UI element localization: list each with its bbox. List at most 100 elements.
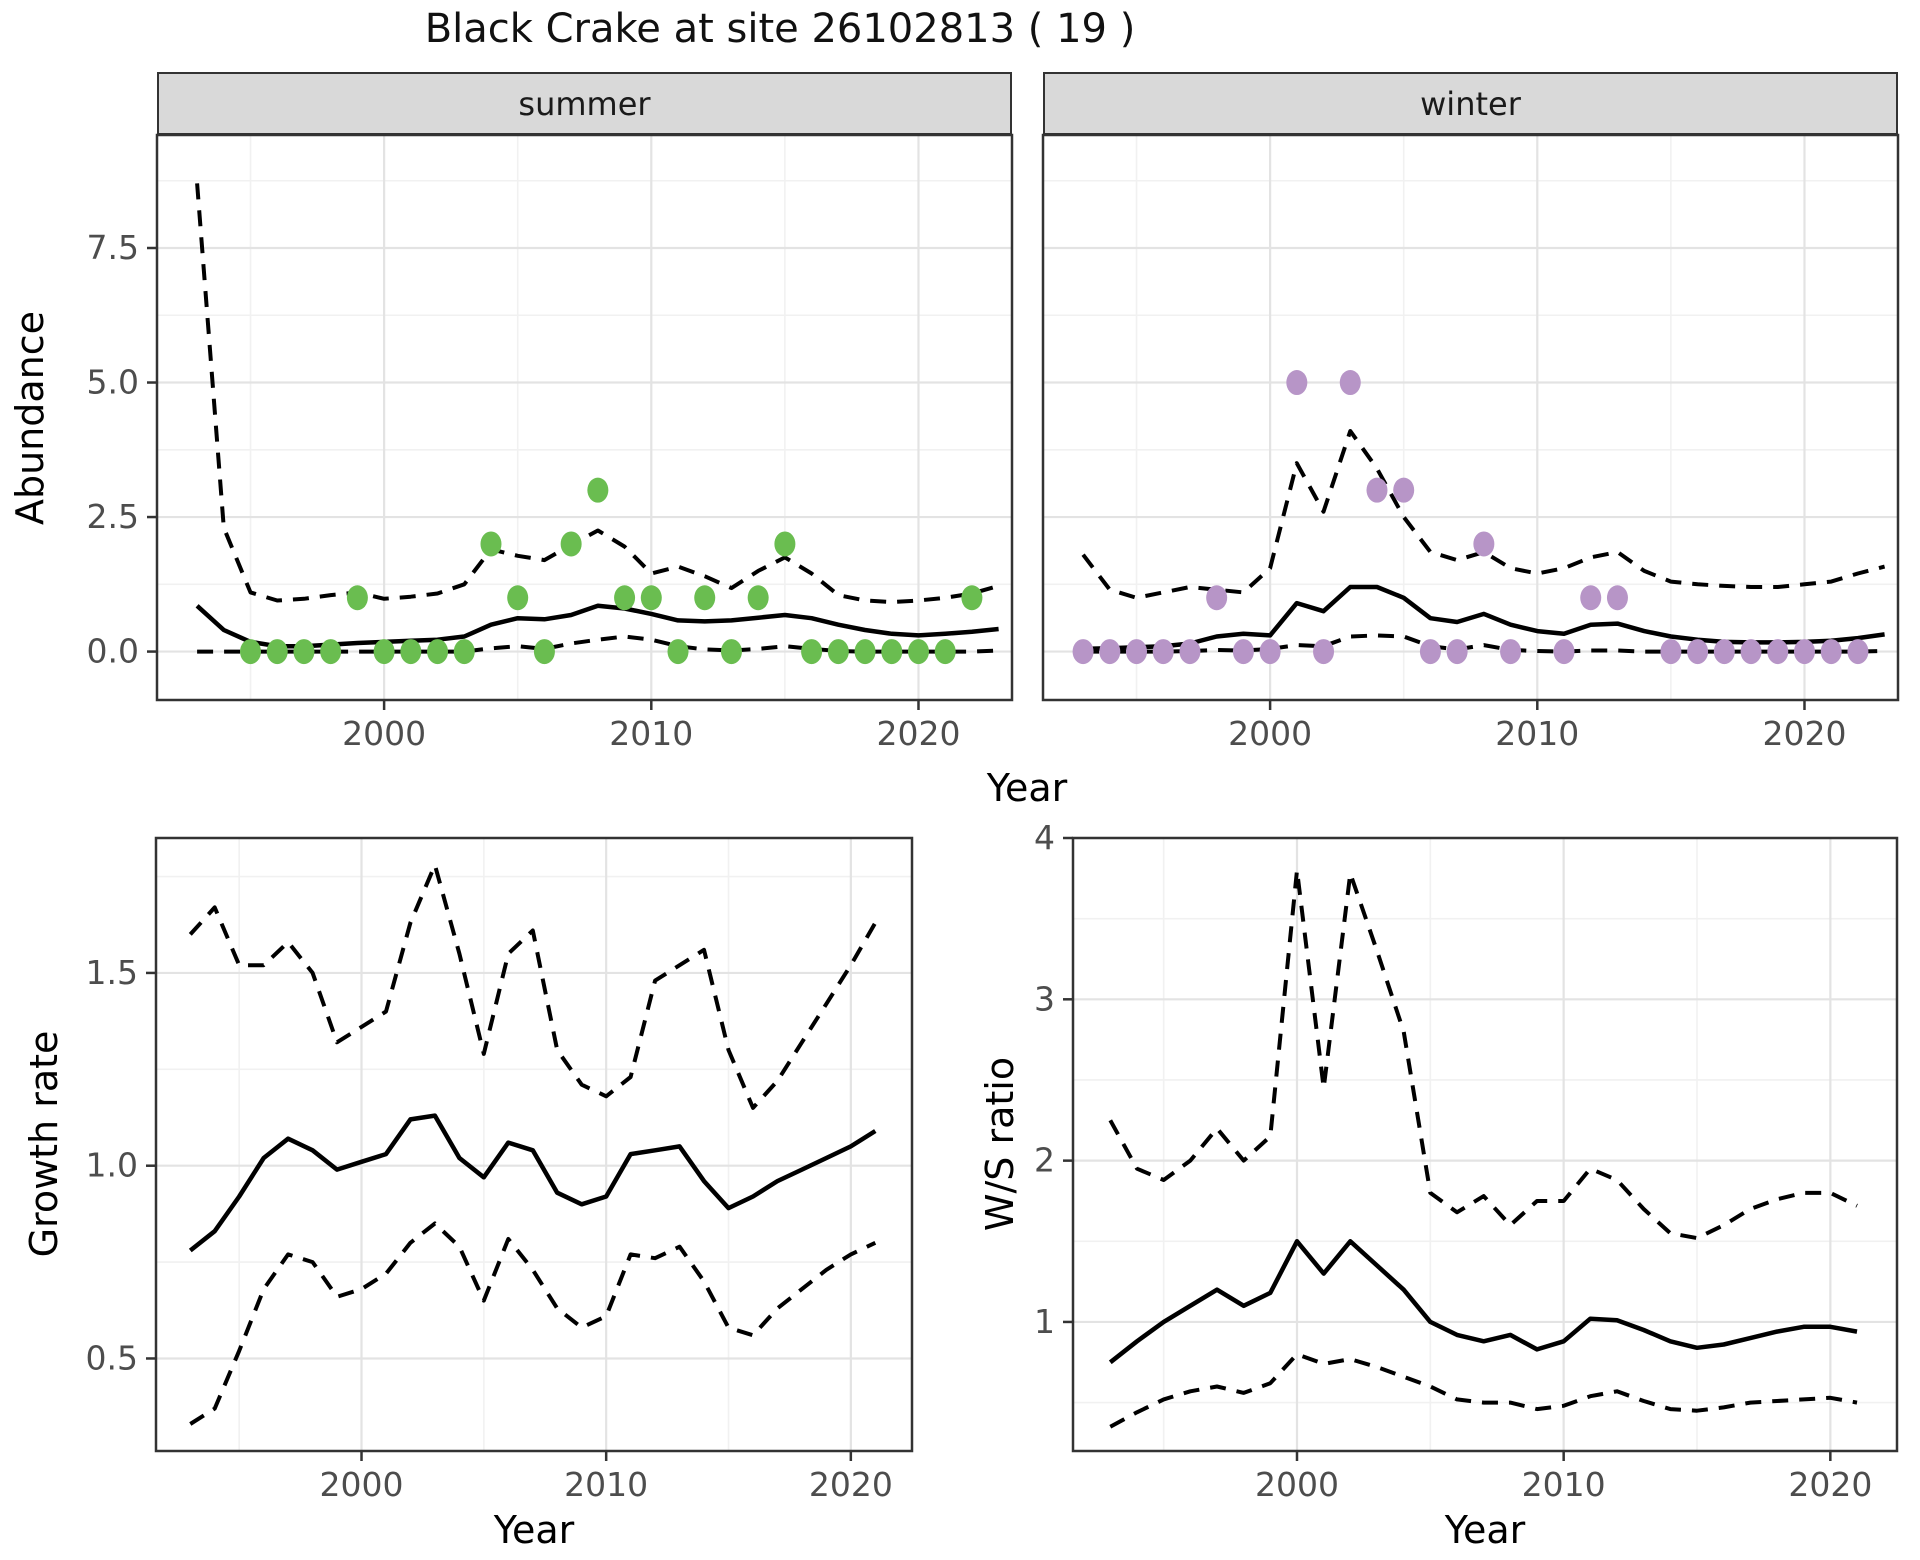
observation-point	[1606, 585, 1628, 611]
facet-strip-winter: winter	[1043, 72, 1898, 135]
observation-point	[560, 531, 582, 557]
y-tick-label: 0.0	[87, 632, 139, 671]
observation-point	[1099, 639, 1121, 665]
x-tick-label: 2020	[809, 1465, 893, 1504]
observation-point	[1847, 639, 1869, 665]
x-tick-label: 2010	[1495, 714, 1579, 753]
x-tick-label: 2020	[1788, 1465, 1872, 1504]
observation-point	[801, 639, 823, 665]
facet-strip-summer: summer	[157, 72, 1012, 135]
y-tick-label: 1.5	[86, 953, 138, 992]
x-tick-label: 2010	[564, 1465, 648, 1504]
observation-point	[1580, 585, 1602, 611]
observation-point	[480, 531, 502, 557]
observation-point	[507, 585, 529, 611]
observation-point	[1072, 639, 1094, 665]
observation-point	[427, 639, 449, 665]
observation-point	[854, 639, 876, 665]
mean-line	[188, 1113, 877, 1253]
observation-point	[881, 639, 903, 665]
chart-title: Black Crake at site 26102813 ( 19 )	[424, 6, 1136, 52]
lower_ci-line	[1083, 633, 1885, 654]
y-tick-label: 0.5	[86, 1338, 138, 1377]
observation-point	[453, 639, 475, 665]
observation-point	[774, 531, 796, 557]
observation-point	[320, 639, 342, 665]
observation-point	[1660, 639, 1682, 665]
observation-point	[907, 639, 929, 665]
observation-point	[1152, 639, 1174, 665]
observation-point	[1793, 639, 1815, 665]
upper_ci-line	[1108, 868, 1858, 1241]
panel-border	[1071, 836, 1899, 1453]
top-year-axis-title: Year	[986, 766, 1068, 810]
observation-point	[1393, 477, 1415, 503]
upper_ci-line	[188, 863, 878, 1110]
observation-point	[667, 639, 689, 665]
observation-point	[1473, 531, 1495, 557]
x-tick-label: 2010	[1522, 1465, 1606, 1504]
observation-point	[1179, 639, 1201, 665]
observation-point	[266, 639, 288, 665]
observation-point	[720, 639, 742, 665]
y-tick-label: 3	[1034, 979, 1055, 1018]
y-tick-label: 1	[1034, 1302, 1055, 1341]
x-tick-label: 2000	[1228, 714, 1312, 753]
observation-point	[1500, 639, 1522, 665]
growth-year-axis-title: Year	[493, 1508, 575, 1552]
observation-point	[1339, 370, 1361, 396]
y-tick-label: 2.5	[87, 497, 139, 536]
observation-point	[934, 639, 956, 665]
observation-point	[1126, 639, 1148, 665]
observation-point	[346, 585, 368, 611]
panel-border	[154, 836, 914, 1453]
panel-border	[1041, 133, 1900, 702]
observation-point	[827, 639, 849, 665]
observation-point	[1767, 639, 1789, 665]
upper_ci-line	[1081, 429, 1886, 600]
x-tick-label: 2010	[609, 714, 693, 753]
observation-point	[1713, 639, 1735, 665]
observation-point	[293, 639, 315, 665]
observation-point	[587, 477, 609, 503]
observation-point	[1553, 639, 1575, 665]
observation-point	[1740, 639, 1762, 665]
observation-point	[400, 639, 422, 665]
observation-point	[694, 585, 716, 611]
x-tick-label: 2020	[1762, 714, 1846, 753]
upper_ci-line	[195, 183, 1000, 605]
x-tick-label: 2000	[342, 714, 426, 753]
observation-point	[1313, 639, 1335, 665]
observation-point	[961, 585, 983, 611]
observation-point	[1366, 477, 1388, 503]
y-tick-label: 7.5	[87, 228, 139, 267]
ws-year-axis-title: Year	[1444, 1508, 1526, 1552]
observation-point	[1206, 585, 1228, 611]
y-tick-label: 4	[1034, 818, 1055, 857]
observation-point	[1687, 639, 1709, 665]
observation-point	[1259, 639, 1281, 665]
x-tick-label: 2000	[1255, 1465, 1339, 1504]
observation-point	[640, 585, 662, 611]
x-tick-label: 2000	[320, 1465, 404, 1504]
observation-point	[1820, 639, 1842, 665]
observation-point	[1232, 639, 1254, 665]
mean-line	[1083, 584, 1885, 652]
mean-line	[1108, 1239, 1858, 1365]
observation-point	[373, 639, 395, 665]
mean-line	[195, 603, 999, 649]
y-tick-label: 2	[1034, 1141, 1055, 1180]
facet-strip-winter-label: winter	[1420, 84, 1521, 123]
x-tick-label: 2020	[876, 714, 960, 753]
y-tick-label: 5.0	[87, 363, 139, 402]
observation-point	[533, 639, 555, 665]
observation-point	[614, 585, 636, 611]
observation-point	[747, 585, 769, 611]
observation-point	[1286, 370, 1308, 396]
facet-strip-summer-label: summer	[518, 84, 651, 123]
lower_ci-line	[1109, 1352, 1858, 1429]
observation-point	[240, 639, 262, 665]
lower_ci-line	[189, 1221, 877, 1426]
